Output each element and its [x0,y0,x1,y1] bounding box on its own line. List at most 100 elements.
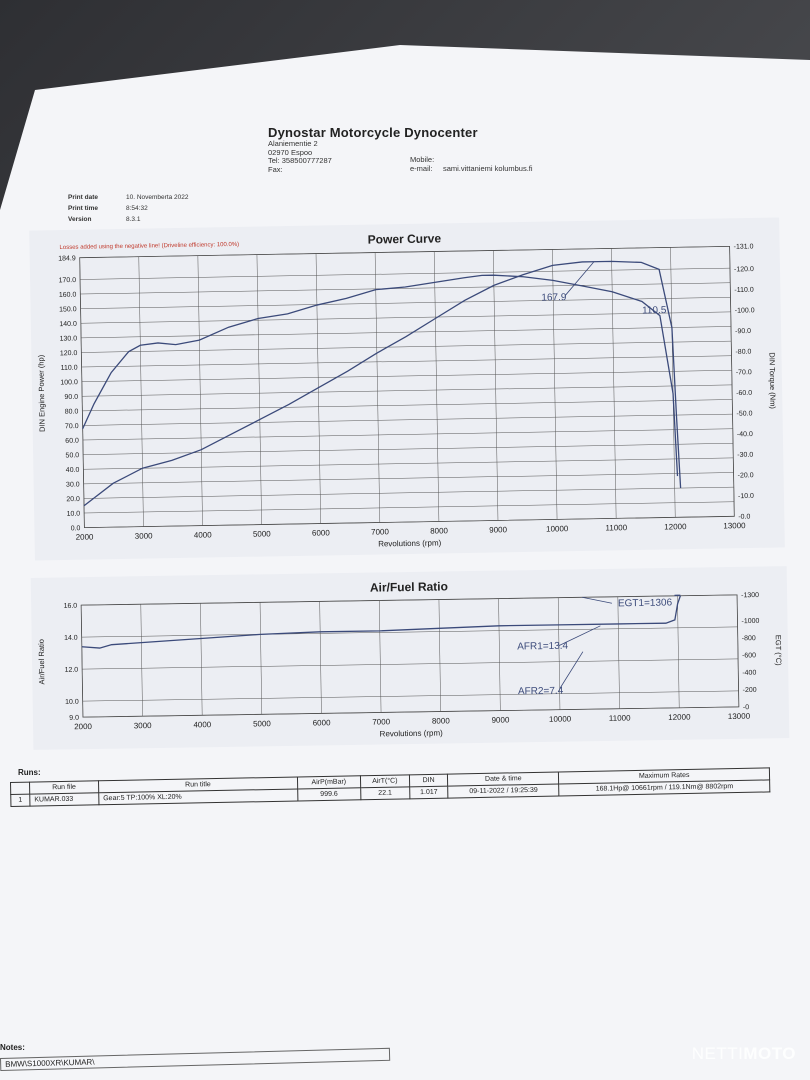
series-line-1 [81,595,682,649]
y-gridline [82,690,739,702]
chart-title: Air/Fuel Ratio [370,579,448,594]
y2-tick-label: -1300 [741,592,759,599]
y2-tick-label: -20.0 [738,472,754,479]
y2-tick-label: -40.0 [737,431,753,438]
runs-title: Runs: [18,768,41,777]
chart-annotation: EGT1=1306 [618,597,673,609]
annotation-leader [559,651,584,690]
run-airt: 22.1 [360,786,410,800]
y-tick-label: 100.0 [60,379,78,386]
brand-part-2: MOTO [743,1044,796,1063]
x-gridline [670,247,676,518]
y-gridline [81,594,738,606]
x-gridline [79,257,85,528]
chart-panel [30,566,790,750]
x-gridline [736,594,740,707]
runs-header-cell [10,782,30,795]
y2-tick-label: -50.0 [736,410,752,417]
notes-label: Notes: [0,1043,25,1052]
runs-header-cell: DIN [409,774,448,787]
y-gridline [81,626,738,638]
x-tick-label: 7000 [372,717,390,726]
y-tick-label: 170.0 [59,277,77,284]
y-tick-label: 90.0 [64,394,78,401]
y-gridline [80,282,731,295]
y-tick-label: 120.0 [60,350,78,357]
annotation-leader [581,596,613,604]
print-date-label: Print date [68,194,98,201]
series-line-1 [83,260,682,507]
company-name: Dynostar Motorcycle Dynocenter [268,125,478,140]
run-din: 1.017 [409,786,449,799]
y-gridline [84,516,735,528]
x-tick-label: 11000 [609,714,631,723]
y2-tick-label: -110.0 [734,287,754,294]
address-line-2: 02970 Espoo [268,147,313,157]
y2-tick-label: -30.0 [737,452,753,459]
x-gridline [617,596,620,709]
x-axis-label: Revolutions (rpm) [380,728,444,738]
x-tick-label: 2000 [74,722,92,731]
y-tick-label: 16.0 [63,603,77,610]
x-tick-label: 6000 [313,718,331,727]
y2-tick-label: -120.0 [734,266,754,273]
y2-tick-label: -200 [743,687,757,694]
print-time-label: Print time [68,205,98,212]
y2-tick-label: -60.0 [736,390,752,397]
y2-tick-label: -800 [742,635,756,642]
series-line-2 [82,274,679,477]
y-tick-label: 184.9 [58,255,76,262]
y-gridline [82,706,739,718]
x-gridline [493,250,499,521]
x-tick-label: 8000 [430,526,449,535]
x-tick-label: 4000 [194,530,213,539]
x-gridline [611,248,617,519]
y-gridline [81,355,732,368]
y-tick-label: 110.0 [61,365,78,372]
run-airp: 999.6 [297,787,361,801]
y2-tick-label: -0.0 [738,514,750,521]
x-gridline [557,597,561,710]
x-tick-label: 10000 [549,714,572,723]
x-tick-label: 10000 [546,524,569,533]
y-gridline [80,297,731,309]
x-gridline [498,598,501,711]
version-row: Version 8.3.1 [68,214,189,225]
x-gridline [80,605,84,718]
x-tick-label: 2000 [76,532,95,541]
y-gridline [82,658,739,670]
x-gridline [259,602,263,715]
chart-annotation: AFR1=13.4 [517,641,568,653]
version-label: Version [68,216,92,223]
y-gridline [82,413,733,426]
email-value: sami.vittaniemi kolumbus.fi [442,164,533,173]
print-date-value: 10. Novemberta 2022 [126,194,189,201]
y-gridline [79,246,730,258]
runs-header-cell: AirT(°C) [360,774,410,788]
run-number: 1 [10,794,30,807]
y-tick-label: 80.0 [65,408,79,415]
print-meta: Print date 10. Novemberta 2022 Print time… [68,192,189,225]
chart-annotation: AFR2=7.4 [518,686,564,698]
x-tick-label: 5000 [253,529,272,538]
y2-tick-label: -131.0 [734,243,754,250]
y-tick-label: 60.0 [65,438,79,445]
x-gridline [138,256,144,527]
y-gridline [81,326,731,339]
annotation-leader [564,261,595,297]
y2-tick-label: -0 [743,704,749,711]
y-tick-label: 10.0 [66,511,80,518]
y-gridline [83,472,734,485]
chart-annotation: 167.9 [541,292,567,303]
x-tick-label: 5000 [253,719,271,728]
print-time-row: Print time 8:54:32 [68,203,189,214]
y-gridline [82,428,733,441]
y2-tick-label: -70.0 [736,369,752,376]
x-tick-label: 4000 [193,720,211,729]
y2-axis-label: EGT (°C) [774,635,783,666]
x-tick-label: 3000 [134,721,152,730]
y-tick-label: 10.0 [65,699,79,706]
x-gridline [256,254,262,525]
power-curve-chart: 2000 3000 4000 5000 6000 7000 8000 9000 10000 110… [29,217,785,561]
